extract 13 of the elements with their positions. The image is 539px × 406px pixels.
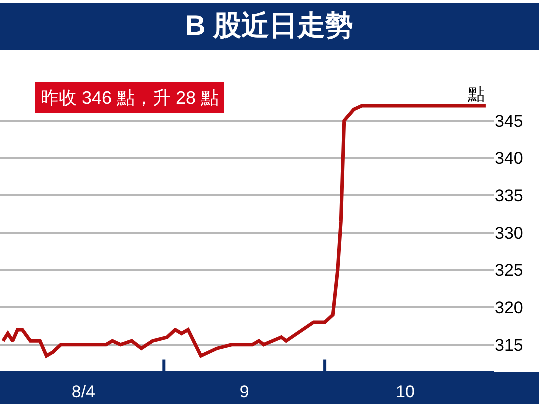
y-tick-label: 315 [495,336,524,355]
y-tick-label: 345 [495,112,524,131]
annotation: 昨收 346 點，升 28 點 [41,88,220,108]
x-tick-label: 8/4 [72,382,96,402]
y-tick-label: 340 [495,149,524,168]
x-tick-label: 10 [396,382,415,402]
x-tick-label: 9 [240,382,250,402]
y-tick-label: 335 [495,186,524,206]
y-tick-label: 325 [495,261,524,280]
y-tick-label: 330 [495,224,524,243]
y-axis-title: 點 [467,85,485,104]
y-tick-label: 320 [495,298,524,318]
chart-title: B 股近日走勢 [186,10,354,41]
